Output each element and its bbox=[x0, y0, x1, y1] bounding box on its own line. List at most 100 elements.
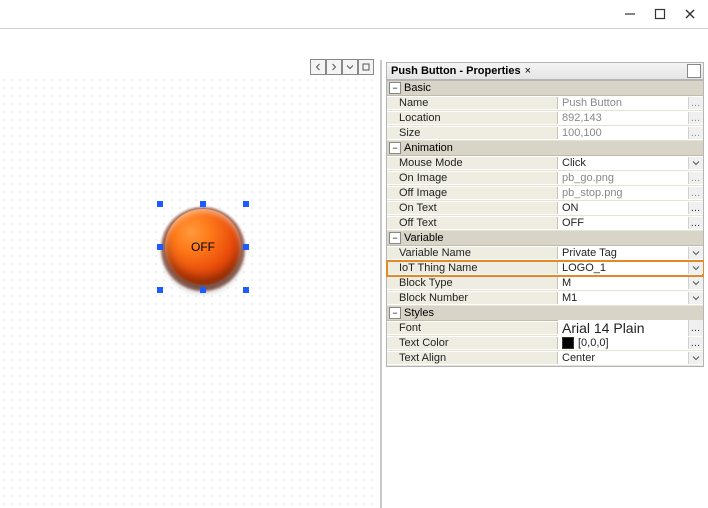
ellipsis-button[interactable]: … bbox=[688, 97, 703, 109]
prop-row-block-type: Block TypeM bbox=[387, 276, 703, 291]
prop-value[interactable]: [0,0,0]… bbox=[558, 337, 703, 349]
prop-key: Variable Name bbox=[387, 247, 558, 259]
resize-handle[interactable] bbox=[243, 287, 249, 293]
resize-handle[interactable] bbox=[200, 201, 206, 207]
properties-maximize-button[interactable] bbox=[687, 64, 701, 78]
properties-grid: −Basic NamePush Button… Location892,143…… bbox=[386, 80, 704, 367]
prop-value[interactable]: pb_stop.png… bbox=[558, 187, 703, 199]
dropdown-icon[interactable] bbox=[688, 157, 703, 169]
prop-row-mouse-mode: Mouse ModeClick bbox=[387, 156, 703, 171]
window-controls bbox=[612, 0, 708, 28]
section-animation[interactable]: −Animation bbox=[387, 141, 703, 156]
section-styles[interactable]: −Styles bbox=[387, 306, 703, 321]
prop-row-off-image: Off Imagepb_stop.png… bbox=[387, 186, 703, 201]
dropdown-icon[interactable] bbox=[688, 262, 703, 274]
collapse-icon[interactable]: − bbox=[389, 307, 401, 319]
collapse-icon[interactable]: − bbox=[389, 142, 401, 154]
ellipsis-button[interactable]: … bbox=[688, 187, 703, 199]
prop-value[interactable]: Arial 14 Plain… bbox=[558, 320, 703, 336]
properties-title: Push Button - Properties bbox=[391, 65, 521, 77]
minimize-button[interactable] bbox=[624, 8, 636, 20]
prop-key: On Image bbox=[387, 172, 558, 184]
resize-handle[interactable] bbox=[157, 287, 163, 293]
properties-close-button[interactable]: × bbox=[525, 65, 531, 77]
ellipsis-button[interactable]: … bbox=[688, 337, 703, 349]
section-label: Variable bbox=[404, 232, 444, 244]
prop-value[interactable]: Click bbox=[558, 157, 703, 169]
prop-value[interactable]: M1 bbox=[558, 292, 703, 304]
prop-key: IoT Thing Name bbox=[387, 262, 558, 274]
resize-handle[interactable] bbox=[157, 201, 163, 207]
prop-key: On Text bbox=[387, 202, 558, 214]
prop-row-text-color: Text Color[0,0,0]… bbox=[387, 336, 703, 351]
dropdown-icon[interactable] bbox=[688, 352, 703, 364]
properties-titlebar: Push Button - Properties × bbox=[386, 62, 704, 80]
ellipsis-button[interactable]: … bbox=[688, 217, 703, 229]
prop-value[interactable]: LOGO_1 bbox=[558, 262, 703, 274]
divider bbox=[0, 28, 708, 29]
prop-key: Text Color bbox=[387, 337, 558, 349]
ellipsis-button[interactable]: … bbox=[688, 112, 703, 124]
prop-value[interactable]: M bbox=[558, 277, 703, 289]
canvas-toolbar bbox=[310, 59, 374, 75]
ellipsis-button[interactable]: … bbox=[688, 202, 703, 214]
prop-row-on-image: On Imagepb_go.png… bbox=[387, 171, 703, 186]
prop-value[interactable]: OFF… bbox=[558, 217, 703, 229]
color-swatch bbox=[562, 337, 574, 349]
section-variable[interactable]: −Variable bbox=[387, 231, 703, 246]
prop-key: Block Number bbox=[387, 292, 558, 304]
prop-row-name: NamePush Button… bbox=[387, 96, 703, 111]
resize-handle[interactable] bbox=[200, 287, 206, 293]
properties-pane: Push Button - Properties × −Basic NamePu… bbox=[382, 60, 708, 508]
collapse-icon[interactable]: − bbox=[389, 232, 401, 244]
prop-key: Off Text bbox=[387, 217, 558, 229]
dropdown-icon[interactable] bbox=[688, 292, 703, 304]
workspace: OFF Push Button - Properties × bbox=[0, 60, 708, 508]
resize-handle[interactable] bbox=[243, 244, 249, 250]
resize-handle[interactable] bbox=[243, 201, 249, 207]
section-label: Styles bbox=[404, 307, 434, 319]
prop-key: Mouse Mode bbox=[387, 157, 558, 169]
design-canvas[interactable]: OFF bbox=[0, 76, 378, 508]
prop-row-variable-name: Variable NamePrivate Tag bbox=[387, 246, 703, 261]
prop-value[interactable]: 100,100… bbox=[558, 127, 703, 139]
prop-row-off-text: Off TextOFF… bbox=[387, 216, 703, 231]
prop-row-font: FontArial 14 Plain… bbox=[387, 321, 703, 336]
prop-row-size: Size100,100… bbox=[387, 126, 703, 141]
close-button[interactable] bbox=[684, 8, 696, 20]
resize-handle[interactable] bbox=[157, 244, 163, 250]
push-button-widget[interactable]: OFF bbox=[165, 209, 241, 285]
prop-value[interactable]: pb_go.png… bbox=[558, 172, 703, 184]
dropdown-icon[interactable] bbox=[688, 277, 703, 289]
prop-key: Text Align bbox=[387, 352, 558, 364]
section-label: Basic bbox=[404, 82, 431, 94]
prop-value[interactable]: ON… bbox=[558, 202, 703, 214]
prop-row-block-number: Block NumberM1 bbox=[387, 291, 703, 306]
prop-key: Location bbox=[387, 112, 558, 124]
prop-value[interactable]: Center bbox=[558, 352, 703, 364]
prop-key: Off Image bbox=[387, 187, 558, 199]
prop-value[interactable]: 892,143… bbox=[558, 112, 703, 124]
prop-value[interactable]: Private Tag bbox=[558, 247, 703, 259]
nav-next-button[interactable] bbox=[326, 59, 342, 75]
nav-prev-button[interactable] bbox=[310, 59, 326, 75]
prop-value[interactable]: Push Button… bbox=[558, 97, 703, 109]
nav-grid-button[interactable] bbox=[358, 59, 374, 75]
prop-key: Name bbox=[387, 97, 558, 109]
dropdown-icon[interactable] bbox=[688, 247, 703, 259]
selection-box[interactable]: OFF bbox=[160, 204, 246, 290]
collapse-icon[interactable]: − bbox=[389, 82, 401, 94]
ellipsis-button[interactable]: … bbox=[688, 320, 703, 336]
nav-menu-button[interactable] bbox=[342, 59, 358, 75]
prop-row-iot-thing-name: IoT Thing NameLOGO_1 bbox=[387, 261, 703, 276]
ellipsis-button[interactable]: … bbox=[688, 172, 703, 184]
section-label: Animation bbox=[404, 142, 453, 154]
section-basic[interactable]: −Basic bbox=[387, 81, 703, 96]
push-button-label: OFF bbox=[191, 240, 215, 254]
canvas-pane: OFF bbox=[0, 60, 382, 508]
maximize-button[interactable] bbox=[654, 8, 666, 20]
prop-key: Font bbox=[387, 322, 558, 334]
prop-row-text-align: Text AlignCenter bbox=[387, 351, 703, 366]
prop-row-on-text: On TextON… bbox=[387, 201, 703, 216]
ellipsis-button[interactable]: … bbox=[688, 127, 703, 139]
